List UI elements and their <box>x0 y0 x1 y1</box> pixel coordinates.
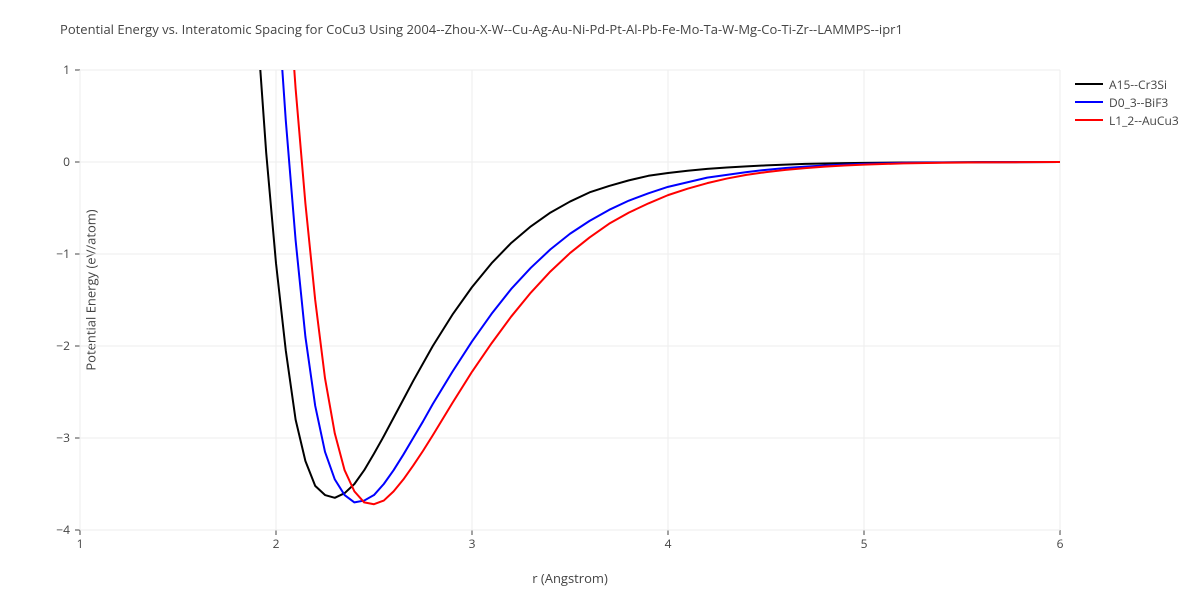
legend-item[interactable]: L1_2--AuCu3 <box>1075 111 1179 129</box>
chart-title: Potential Energy vs. Interatomic Spacing… <box>60 20 903 38</box>
legend-item[interactable]: D0_3--BiF3 <box>1075 93 1179 111</box>
series-line[interactable] <box>237 0 1060 498</box>
legend-label: D0_3--BiF3 <box>1109 94 1168 111</box>
legend-swatch <box>1075 101 1103 103</box>
x-tick-label: 5 <box>861 535 868 552</box>
plot-svg: 123456−4−3−2−101 <box>80 70 1060 530</box>
y-tick-label: 0 <box>63 153 70 170</box>
series-line[interactable] <box>256 0 1060 502</box>
legend[interactable]: A15--Cr3SiD0_3--BiF3L1_2--AuCu3 <box>1075 75 1179 129</box>
legend-swatch <box>1075 83 1103 85</box>
plot-area[interactable]: 123456−4−3−2−101 <box>80 70 1060 530</box>
y-tick-label: −4 <box>56 521 70 538</box>
y-tick-label: −2 <box>56 337 70 354</box>
x-axis-title: r (Angstrom) <box>532 569 608 587</box>
legend-item[interactable]: A15--Cr3Si <box>1075 75 1179 93</box>
chart-container: Potential Energy vs. Interatomic Spacing… <box>0 0 1200 600</box>
y-tick-label: −3 <box>56 429 70 446</box>
x-tick-label: 4 <box>665 535 672 552</box>
x-tick-label: 6 <box>1057 535 1064 552</box>
x-tick-label: 2 <box>273 535 280 552</box>
x-tick-label: 1 <box>77 535 84 552</box>
legend-swatch <box>1075 119 1103 121</box>
x-tick-label: 3 <box>469 535 476 552</box>
legend-label: A15--Cr3Si <box>1109 76 1167 93</box>
series-line[interactable] <box>266 0 1060 504</box>
legend-label: L1_2--AuCu3 <box>1109 112 1179 129</box>
y-tick-label: 1 <box>63 61 70 78</box>
y-tick-label: −1 <box>56 245 70 262</box>
